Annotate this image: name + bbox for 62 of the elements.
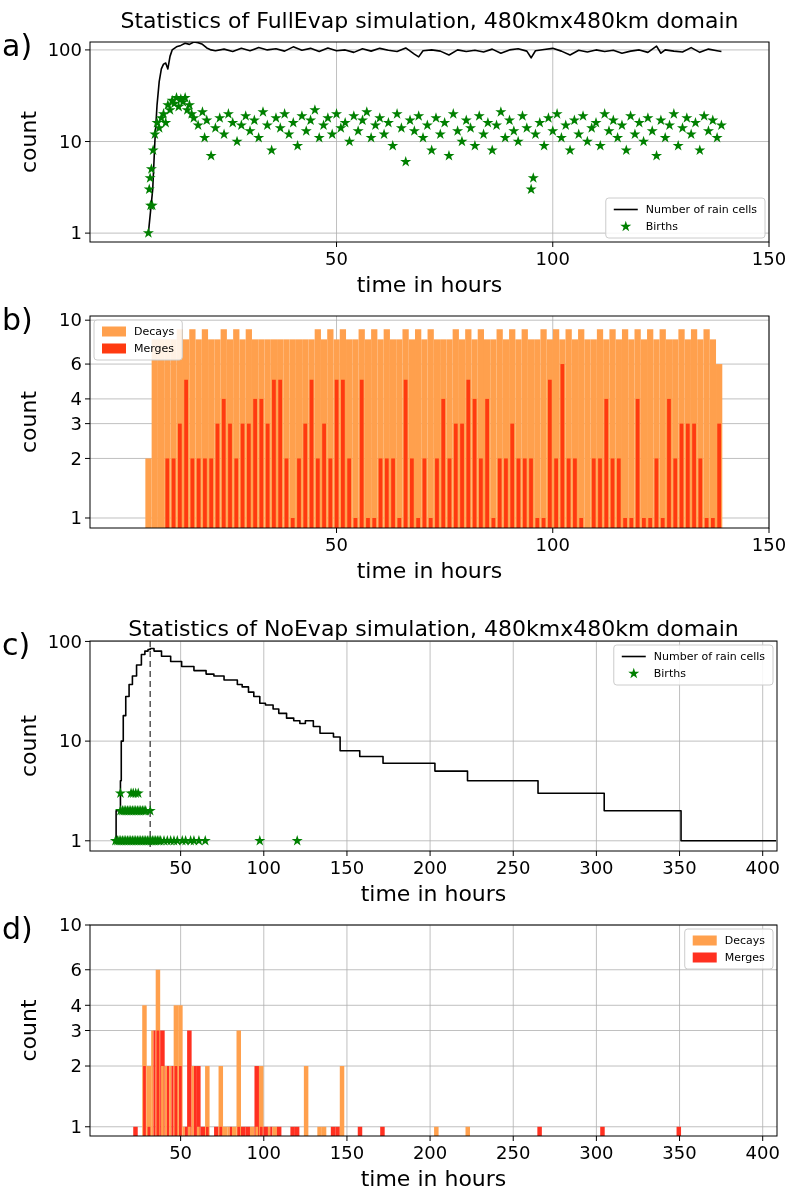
x-axis-title: time in hours: [360, 1166, 507, 1191]
y-axis-title: count: [16, 999, 41, 1062]
x-tick-label: 300: [579, 1142, 614, 1163]
x-tick-label: 100: [246, 1142, 281, 1163]
text: d): [2, 911, 33, 946]
legend-label: Decays: [724, 934, 766, 948]
y-tick-label: 3: [70, 1019, 82, 1041]
y-tick-label: 10: [59, 914, 82, 936]
chart-title: Statistics of FullEvap simulation, 480kmx480km domain: [120, 8, 739, 33]
x-axis-title: time in hours: [356, 558, 503, 583]
x-tick-label: 150: [751, 248, 787, 269]
x-tick-label: 400: [745, 1142, 780, 1163]
text: b): [2, 302, 33, 337]
x-tick-label: 100: [246, 857, 281, 878]
x-tick-label: 100: [535, 534, 570, 555]
y-tick-label: 2: [70, 447, 82, 469]
x-tick-label: 200: [412, 857, 448, 878]
y-tick-label: 100: [47, 630, 82, 652]
legend-label: Merges: [724, 951, 766, 965]
y-tick-label: 10: [59, 130, 82, 152]
x-tick-label: 150: [329, 857, 365, 878]
y-tick-label: 6: [70, 353, 82, 375]
y-axis-title: count: [16, 110, 41, 174]
y-tick-label: 1: [70, 222, 82, 244]
y-tick-label: 4: [70, 994, 82, 1016]
x-tick-label: 350: [662, 857, 697, 878]
text: c): [2, 627, 31, 662]
y-tick-label: 4: [70, 388, 82, 410]
x-axis-title: time in hours: [360, 881, 507, 906]
x-tick-label: 150: [329, 1142, 365, 1163]
legend-label: Merges: [134, 342, 175, 356]
y-tick-label: 3: [70, 412, 82, 434]
y-axis-title: count: [16, 390, 41, 454]
y-tick-label: 6: [70, 959, 82, 981]
y-tick-label: 100: [47, 39, 82, 61]
text: a): [2, 28, 33, 63]
chart-title: Statistics of NoEvap simulation, 480kmx480km domain: [128, 616, 739, 641]
y-tick-label: 1: [70, 1116, 82, 1138]
x-tick-label: 100: [535, 248, 570, 269]
legend-label: Number of rain cells: [653, 650, 766, 664]
legend-label: Births: [645, 220, 679, 234]
legend-label: Decays: [134, 325, 175, 339]
y-tick-label: 1: [70, 830, 82, 852]
legend-label: Number of rain cells: [645, 203, 758, 217]
y-tick-label: 2: [70, 1055, 82, 1077]
y-tick-label: 1: [70, 507, 82, 529]
y-tick-label: 10: [59, 730, 82, 752]
x-tick-label: 200: [412, 1142, 448, 1163]
x-tick-label: 50: [325, 534, 348, 555]
x-tick-label: 350: [662, 1142, 697, 1163]
y-tick-label: 10: [59, 309, 82, 331]
x-tick-label: 50: [169, 857, 193, 878]
x-tick-label: 400: [745, 857, 780, 878]
x-tick-label: 300: [579, 857, 614, 878]
x-tick-label: 250: [496, 857, 531, 878]
legend-label: Births: [653, 667, 687, 681]
x-axis-title: time in hours: [356, 272, 503, 297]
x-tick-label: 50: [169, 1142, 193, 1163]
x-tick-label: 50: [325, 248, 348, 269]
x-tick-label: 250: [496, 1142, 531, 1163]
y-axis-title: count: [16, 714, 41, 778]
x-tick-label: 150: [751, 534, 787, 555]
